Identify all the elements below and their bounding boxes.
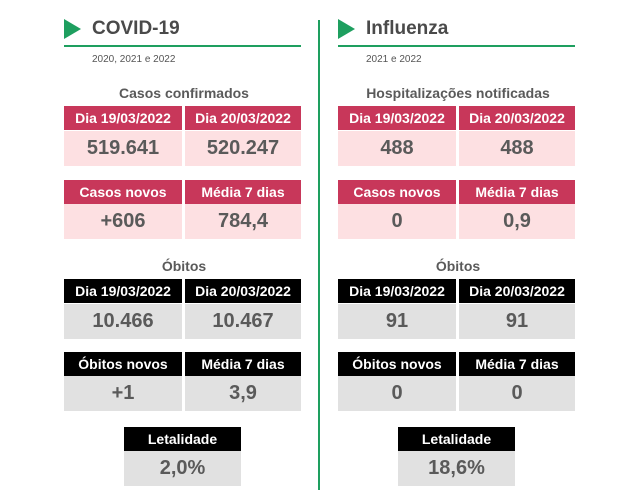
play-triangle-icon (338, 19, 355, 39)
covid-title: COVID-19 (92, 18, 180, 39)
covid-cases-date1: Dia 19/03/2022 (64, 106, 182, 130)
covid-deaths-value2: 10.467 (185, 304, 301, 339)
covid-avg-cases-label: Média 7 dias (185, 180, 301, 204)
covid-deaths-title: Óbitos (161, 258, 207, 274)
flu-new-cases-label: Casos novos (338, 180, 456, 204)
covid-new-cases-label: Casos novos (64, 180, 182, 204)
covid-avg-deaths-label: Média 7 dias (185, 352, 301, 376)
flu-panel: Influenza 2021 e 2022 Hospitalizações no… (338, 0, 578, 492)
covid-new-deaths-label: Óbitos novos (64, 352, 182, 376)
flu-hosp-value2: 488 (459, 131, 575, 166)
flu-avg-cases-value: 0,9 (459, 204, 575, 239)
flu-hosp-date1: Dia 19/03/2022 (338, 106, 456, 130)
covid-panel: COVID-19 2020, 2021 e 2022 Casos confirm… (64, 0, 304, 492)
flu-title: Influenza (366, 18, 449, 39)
covid-header-rule (64, 45, 301, 47)
covid-new-cases-value: +606 (64, 204, 182, 239)
covid-deaths-date2: Dia 20/03/2022 (185, 279, 301, 303)
flu-new-deaths-label: Óbitos novos (338, 352, 456, 376)
flu-deaths-value1: 91 (338, 304, 456, 339)
covid-cases-title: Casos confirmados (119, 85, 249, 101)
flu-new-deaths-value: 0 (338, 376, 456, 411)
flu-deaths-date1: Dia 19/03/2022 (338, 279, 456, 303)
covid-avg-cases-value: 784,4 (185, 204, 301, 239)
covid-deaths-date1: Dia 19/03/2022 (64, 279, 182, 303)
flu-hosp-title: Hospitalizações notificadas (366, 85, 550, 101)
covid-header: COVID-19 (64, 16, 304, 44)
covid-cases-value2: 520.247 (185, 131, 301, 166)
covid-years: 2020, 2021 e 2022 (92, 54, 176, 65)
flu-hosp-date2: Dia 20/03/2022 (459, 106, 575, 130)
covid-new-deaths-value: +1 (64, 376, 182, 411)
flu-deaths-title: Óbitos (435, 258, 481, 274)
flu-header-rule (338, 45, 575, 47)
flu-avg-deaths-value: 0 (459, 376, 575, 411)
flu-new-cases-value: 0 (338, 204, 456, 239)
flu-avg-cases-label: Média 7 dias (459, 180, 575, 204)
flu-header: Influenza (338, 16, 578, 44)
covid-cases-date2: Dia 20/03/2022 (185, 106, 301, 130)
flu-lethality-label: Letalidade (398, 427, 515, 451)
flu-avg-deaths-label: Média 7 dias (459, 352, 575, 376)
covid-lethality-label: Letalidade (124, 427, 241, 451)
flu-deaths-date2: Dia 20/03/2022 (459, 279, 575, 303)
covid-lethality-value: 2,0% (124, 451, 241, 486)
flu-years: 2021 e 2022 (366, 54, 422, 65)
covid-deaths-value1: 10.466 (64, 304, 182, 339)
covid-avg-deaths-value: 3,9 (185, 376, 301, 411)
play-triangle-icon (64, 19, 81, 39)
flu-lethality-value: 18,6% (398, 451, 515, 486)
flu-hosp-value1: 488 (338, 131, 456, 166)
covid-cases-value1: 519.641 (64, 131, 182, 166)
flu-deaths-value2: 91 (459, 304, 575, 339)
panel-divider (318, 20, 320, 490)
